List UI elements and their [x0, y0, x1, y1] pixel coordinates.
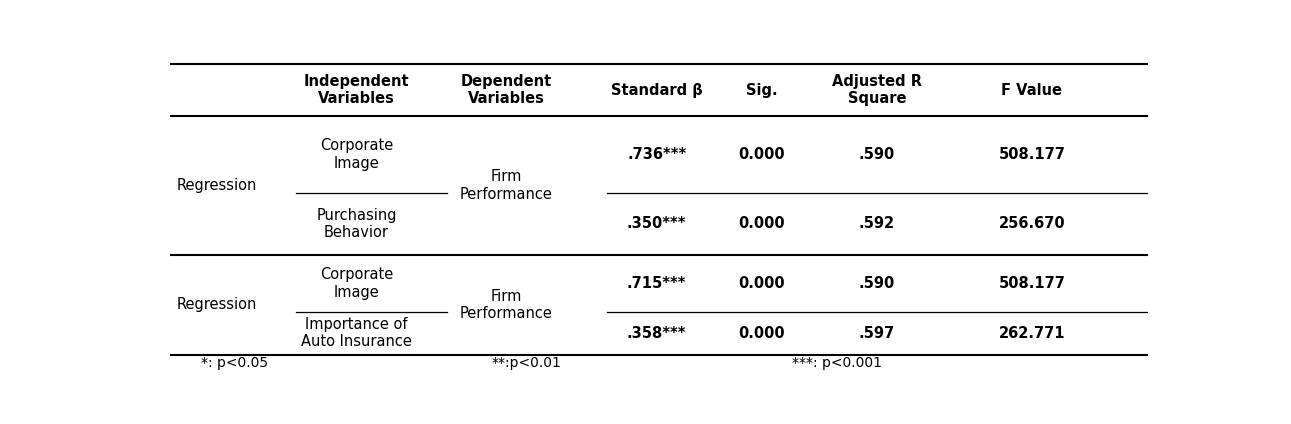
Text: 0.000: 0.000: [738, 147, 785, 162]
Text: Independent
Variables: Independent Variables: [303, 74, 409, 106]
Text: 0.000: 0.000: [738, 276, 785, 291]
Text: Importance of
Auto Insurance: Importance of Auto Insurance: [301, 317, 412, 349]
Text: 0.000: 0.000: [738, 216, 785, 232]
Text: Purchasing
Behavior: Purchasing Behavior: [316, 208, 396, 240]
Text: 262.771: 262.771: [998, 326, 1065, 341]
Text: ***: p<0.001: ***: p<0.001: [791, 356, 882, 370]
Text: .350***: .350***: [627, 216, 687, 232]
Text: *: p<0.05: *: p<0.05: [201, 356, 269, 370]
Text: Regression: Regression: [176, 178, 257, 193]
Text: .590: .590: [859, 147, 895, 162]
Text: 508.177: 508.177: [998, 147, 1065, 162]
Text: F Value: F Value: [1002, 83, 1062, 98]
Text: **:p<0.01: **:p<0.01: [492, 356, 562, 370]
Text: Regression: Regression: [176, 297, 257, 312]
Text: .597: .597: [859, 326, 895, 341]
Text: .592: .592: [859, 216, 895, 232]
Text: Dependent
Variables: Dependent Variables: [461, 74, 553, 106]
Text: Corporate
Image: Corporate Image: [320, 138, 392, 171]
Text: 0.000: 0.000: [738, 326, 785, 341]
Text: Corporate
Image: Corporate Image: [320, 267, 392, 300]
Text: Adjusted R
Square: Adjusted R Square: [831, 74, 922, 106]
Text: .590: .590: [859, 276, 895, 291]
Text: Firm
Performance: Firm Performance: [460, 169, 553, 202]
Text: 256.670: 256.670: [998, 216, 1065, 232]
Text: .736***: .736***: [627, 147, 687, 162]
Text: .358***: .358***: [627, 326, 687, 341]
Text: 508.177: 508.177: [998, 276, 1065, 291]
Text: Sig.: Sig.: [746, 83, 777, 98]
Text: Firm
Performance: Firm Performance: [460, 288, 553, 321]
Text: .715***: .715***: [627, 276, 687, 291]
Text: Standard β: Standard β: [611, 83, 702, 98]
